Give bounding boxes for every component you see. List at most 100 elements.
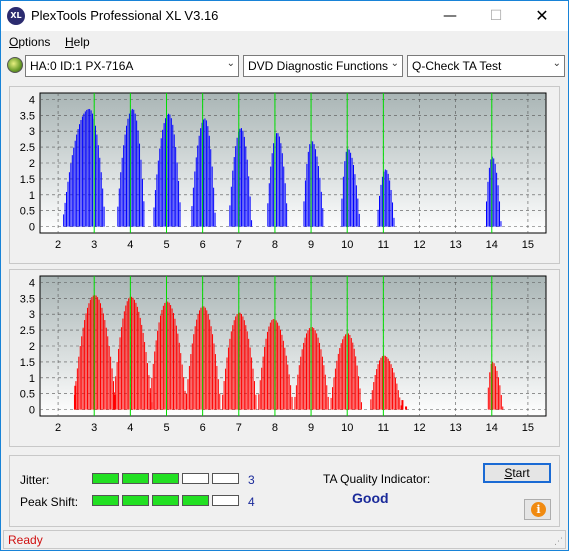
peak-bar (105, 327, 107, 410)
peak-bar (330, 397, 332, 410)
x-tick-label: 6 (200, 239, 206, 251)
peak-bar (208, 135, 210, 227)
ta-quality-label: TA Quality Indicator: (323, 472, 431, 486)
function-select[interactable]: DVD Diagnostic Functions ⌄ (243, 55, 403, 77)
peak-bar (235, 146, 237, 227)
peak-bar (142, 332, 144, 410)
menu-options[interactable]: Options (9, 35, 50, 49)
menu-help-accelerator: H (65, 35, 74, 49)
peak-bar (82, 327, 84, 410)
y-tick-label: 2.5 (20, 142, 35, 154)
peak-bar (313, 144, 315, 227)
test-select[interactable]: Q-Check TA Test ⌄ (407, 55, 565, 77)
peak-bar (317, 337, 319, 410)
x-tick-label: 14 (486, 422, 498, 434)
peak-bar (311, 327, 313, 410)
peak-bar (242, 316, 244, 410)
info-button[interactable]: i (524, 499, 551, 520)
peak-bar (312, 141, 314, 227)
peak-bar (277, 133, 279, 227)
peak-bar (493, 363, 495, 410)
peak-bar (490, 363, 492, 410)
meter-segment (152, 473, 179, 484)
peak-bar (141, 324, 143, 410)
peak-bar (240, 313, 242, 410)
peak-bar (77, 129, 79, 227)
x-tick-label: 4 (127, 239, 133, 251)
peak-bar (71, 155, 73, 227)
peak-bar (396, 383, 398, 410)
peak-bar (251, 220, 253, 227)
peak-bar (284, 347, 286, 410)
peak-bar (499, 385, 501, 410)
y-tick-label: 4 (29, 94, 35, 106)
peak-bar (278, 325, 280, 410)
peak-bar (170, 118, 172, 227)
peak-bar (306, 163, 308, 227)
x-tick-label: 13 (450, 239, 462, 251)
peak-bar (124, 134, 126, 227)
peak-bar (314, 330, 316, 410)
peak-bar (131, 108, 133, 227)
peak-bar (377, 209, 379, 227)
peak-bar (194, 171, 196, 227)
peak-bar (168, 302, 170, 410)
peak-bar (379, 195, 381, 227)
peak-bar (138, 311, 140, 410)
close-button[interactable]: ✕ (535, 6, 549, 25)
peak-bar (225, 368, 227, 410)
peak-bar (268, 326, 270, 410)
peak-bar (494, 163, 496, 227)
drive-select-value: HA:0 ID:1 PX-716A (30, 59, 134, 73)
peak-bar (245, 146, 247, 227)
peak-bar (191, 343, 193, 410)
peak-bar (394, 377, 396, 410)
peak-bar (211, 166, 213, 227)
peak-bar (339, 348, 341, 410)
peak-bar (376, 369, 378, 410)
peak-bar (373, 382, 375, 410)
peak-bar (213, 343, 215, 410)
peak-bar (180, 353, 182, 410)
menu-options-label: ptions (18, 35, 51, 49)
x-tick-label: 11 (378, 239, 389, 251)
status-bar: Ready ⋰ (3, 530, 566, 549)
peak-bar (262, 356, 264, 410)
peak-bar (141, 178, 143, 227)
peak-bar (136, 120, 138, 227)
peak-bar (397, 390, 399, 410)
peak-bar (283, 166, 285, 227)
spike-bar (74, 385, 77, 410)
peak-bar (370, 399, 372, 410)
peak-bar (304, 337, 306, 410)
peak-bar (306, 333, 308, 410)
peak-bar (123, 145, 125, 227)
minimize-button[interactable]: — (443, 8, 457, 24)
chevron-down-icon: ⌄ (552, 58, 561, 69)
peak-bar (92, 295, 94, 410)
peak-bar (84, 111, 86, 227)
peak-bar (351, 157, 353, 227)
menu-help[interactable]: Help (65, 35, 90, 49)
peak-bar (499, 201, 501, 227)
peak-bar (214, 212, 216, 227)
peak-bar (157, 160, 159, 227)
peak-bar (120, 327, 122, 410)
start-button-label: tart (512, 466, 530, 480)
drive-select[interactable]: HA:0 ID:1 PX-716A ⌄ (25, 55, 239, 77)
peak-bar (96, 134, 98, 227)
maximize-button[interactable]: ☐ (489, 8, 503, 24)
peak-bar (496, 172, 498, 227)
peak-bar (286, 203, 288, 227)
peak-bar (316, 333, 318, 410)
x-tick-label: 7 (236, 422, 242, 434)
peak-bar (345, 334, 347, 410)
peak-bar (399, 397, 401, 410)
resize-grip-icon[interactable]: ⋰ (554, 537, 563, 547)
peak-bar (191, 206, 193, 227)
peak-bar (345, 151, 347, 227)
x-tick-label: 9 (308, 239, 314, 251)
peak-bar (204, 118, 206, 227)
start-button[interactable]: Start (483, 463, 551, 483)
meter-segment (92, 473, 119, 484)
